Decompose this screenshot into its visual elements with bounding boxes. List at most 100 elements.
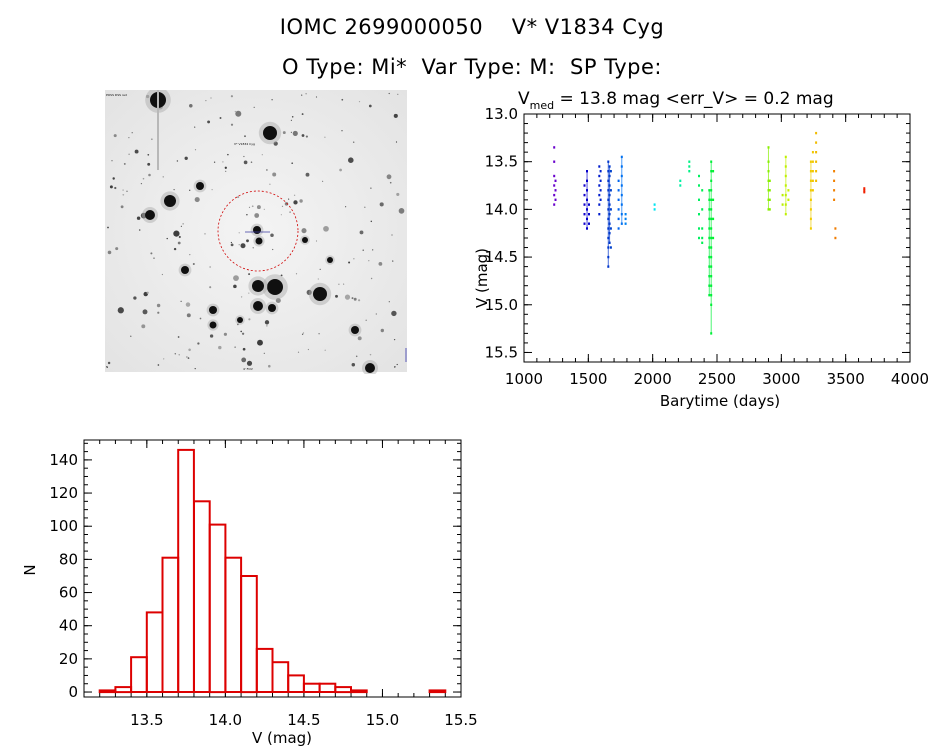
star — [282, 131, 286, 135]
star — [146, 291, 149, 294]
star — [174, 353, 177, 355]
histogram-bar — [428, 689, 447, 694]
bright-star — [164, 195, 176, 207]
data-point — [617, 189, 620, 192]
star — [177, 241, 181, 245]
data-point — [609, 208, 612, 211]
data-point — [598, 184, 601, 187]
star — [246, 213, 248, 216]
star — [243, 160, 248, 165]
star — [388, 301, 390, 303]
data-point — [586, 227, 588, 230]
star — [263, 352, 265, 354]
star — [218, 345, 222, 350]
star — [307, 348, 310, 351]
bright-star — [267, 279, 283, 295]
star — [246, 360, 253, 366]
star — [362, 249, 364, 251]
star — [237, 196, 240, 199]
star — [242, 347, 246, 351]
data-point — [688, 170, 691, 173]
star — [388, 92, 390, 95]
star — [351, 297, 354, 300]
y-tick-label: 60 — [59, 584, 78, 602]
data-point — [679, 179, 682, 182]
data-point — [617, 227, 620, 230]
star — [189, 189, 191, 191]
star — [107, 250, 112, 255]
star — [353, 258, 355, 260]
data-point — [679, 184, 682, 187]
star — [148, 173, 151, 177]
data-point — [583, 193, 586, 197]
star — [128, 153, 130, 155]
star — [107, 226, 109, 229]
data-point — [768, 208, 771, 211]
bright-star — [145, 210, 155, 220]
star — [323, 225, 329, 232]
star — [199, 317, 202, 320]
star — [386, 174, 392, 180]
y-tick-label: 20 — [59, 650, 78, 668]
data-point — [710, 332, 713, 335]
star — [273, 141, 278, 146]
bright-star — [351, 326, 359, 334]
star — [281, 205, 284, 208]
data-point — [815, 131, 818, 135]
star — [297, 351, 300, 353]
bright-star — [253, 301, 263, 311]
star — [136, 216, 141, 220]
x-tick-label: 2000 — [634, 370, 672, 388]
data-point — [815, 151, 818, 154]
data-point — [599, 179, 602, 182]
data-point — [698, 236, 700, 240]
data-point — [708, 189, 711, 192]
star — [322, 180, 324, 182]
star — [192, 262, 195, 266]
data-point — [609, 170, 612, 173]
star — [252, 247, 254, 249]
star — [180, 225, 182, 227]
star — [186, 313, 191, 318]
data-point — [609, 189, 612, 192]
star — [359, 230, 364, 235]
star — [250, 161, 253, 163]
star — [248, 273, 251, 276]
data-point — [698, 213, 700, 216]
data-point — [701, 227, 704, 230]
histogram-bar — [130, 656, 148, 693]
star — [140, 183, 142, 185]
star — [163, 358, 165, 360]
star — [370, 187, 372, 189]
star — [324, 136, 326, 138]
data-point — [617, 217, 620, 221]
star — [272, 172, 277, 177]
bright-star — [268, 304, 276, 312]
star — [123, 162, 126, 165]
star — [107, 361, 111, 365]
star — [368, 260, 370, 262]
data-point — [583, 203, 586, 206]
star — [378, 262, 383, 266]
light-curve-title-prefix: V — [518, 89, 530, 109]
data-point — [553, 174, 556, 178]
star — [130, 335, 132, 337]
image-label-top-left: POSS DSS red — [106, 93, 127, 97]
star — [205, 100, 207, 102]
star — [302, 332, 305, 334]
x-tick-label: 15.5 — [444, 711, 477, 729]
image-label-bottom-center: 4' FOV — [243, 367, 254, 371]
star — [344, 294, 351, 300]
data-point — [712, 236, 715, 240]
object-type: O Type: Mi* — [282, 55, 408, 79]
star — [227, 153, 229, 156]
star — [225, 170, 227, 172]
star — [244, 135, 246, 138]
light-curve-title-suffix: = 13.8 mag <err_V> = 0.2 mag — [554, 89, 834, 109]
star — [230, 241, 233, 244]
data-point — [811, 170, 814, 173]
data-point — [553, 146, 556, 149]
data-point — [815, 179, 818, 182]
star — [280, 214, 282, 216]
star — [324, 349, 326, 351]
